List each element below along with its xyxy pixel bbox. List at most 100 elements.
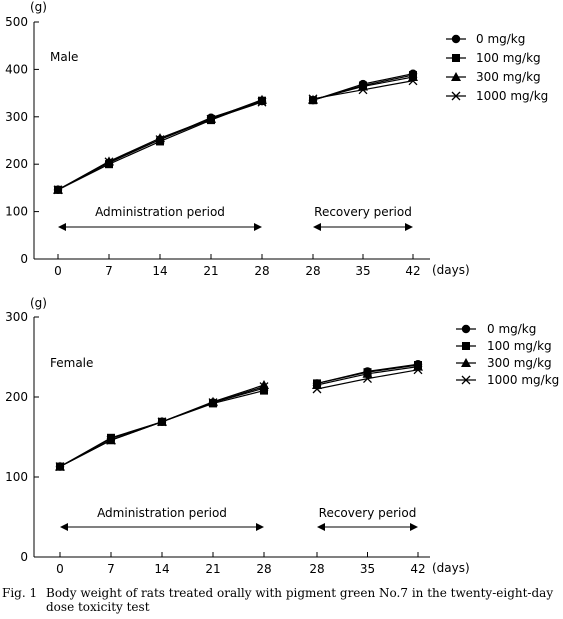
x-tick-label: 21 xyxy=(203,264,218,278)
legend-entry: 1000 mg/kg xyxy=(456,373,559,387)
legend-label: 1000 mg/kg xyxy=(487,373,559,387)
data-point xyxy=(257,94,267,104)
y-unit-label: (g) xyxy=(30,296,47,310)
data-point xyxy=(413,365,423,375)
data-point xyxy=(358,85,368,95)
y-tick-label: 200 xyxy=(5,157,28,171)
arrow-head-right xyxy=(254,223,262,231)
legend-marker xyxy=(462,342,470,350)
arrow-head-left xyxy=(58,223,66,231)
y-tick-label: 500 xyxy=(5,15,28,29)
series-x xyxy=(53,76,418,195)
figure-number: Fig. 1 xyxy=(2,586,38,600)
arrow-head-left xyxy=(313,223,321,231)
series-line-administration xyxy=(59,390,265,468)
legend-marker xyxy=(451,34,461,44)
y-unit-label: (g) xyxy=(30,0,47,14)
x-unit-label: (days) xyxy=(432,561,470,575)
series-line-administration xyxy=(59,387,265,468)
series-line-administration xyxy=(57,100,263,191)
data-point xyxy=(206,114,216,124)
y-tick-label: 0 xyxy=(20,550,28,564)
legend-marker xyxy=(451,72,461,81)
legend-label: 0 mg/kg xyxy=(476,32,525,46)
y-tick-label: 100 xyxy=(5,470,28,484)
x-tick-label: 28 xyxy=(254,264,269,278)
x-tick-label: 28 xyxy=(309,562,324,576)
x-tick-label: 42 xyxy=(405,264,420,278)
legend-label: 0 mg/kg xyxy=(487,322,536,336)
x-tick-label: 28 xyxy=(256,562,271,576)
legend-label: 100 mg/kg xyxy=(476,51,541,65)
x-tick-label: 35 xyxy=(355,264,370,278)
legend-marker xyxy=(461,358,471,367)
legend-label: 300 mg/kg xyxy=(476,70,541,84)
arrow-head-left xyxy=(60,523,68,531)
chart-panel-female: 0 100 200 300(g) 0 7 14 21 28 28 35 42 (days) Female A… xyxy=(5,296,559,576)
data-point xyxy=(408,76,418,86)
caption-line-1: Body weight of rats treated orally with … xyxy=(46,586,554,600)
legend-entry: 300 mg/kg xyxy=(446,70,541,84)
legend-entry: 100 mg/kg xyxy=(446,51,541,65)
legend-entry: 100 mg/kg xyxy=(456,339,552,353)
legend-entry: 1000 mg/kg xyxy=(446,89,548,103)
y-tick-label: 100 xyxy=(5,205,28,219)
legend-label: 300 mg/kg xyxy=(487,356,552,370)
data-point xyxy=(157,417,167,427)
legend-entry: 300 mg/kg xyxy=(456,356,552,370)
legend-marker xyxy=(452,54,460,62)
y-tick-label: 300 xyxy=(5,310,28,324)
data-point xyxy=(259,382,269,392)
data-point xyxy=(358,81,368,91)
data-point xyxy=(413,361,423,371)
y-tick-label: 0 xyxy=(20,252,28,266)
caption-line-2: dose toxicity test xyxy=(46,600,150,614)
x-tick-label: 35 xyxy=(360,562,375,576)
data-point xyxy=(260,386,268,395)
panel-label: Female xyxy=(50,356,93,370)
series-x xyxy=(55,365,423,472)
data-point xyxy=(155,135,165,145)
x-tick-label: 42 xyxy=(410,562,425,576)
series-line-administration xyxy=(57,101,263,191)
x-tick-label: 28 xyxy=(305,264,320,278)
x-tick-label: 14 xyxy=(154,562,169,576)
chart-panel-male: 0 100 200 300 400 500(g) 0 7 14 21 28 28 35 42 (days) M… xyxy=(5,0,548,278)
x-tick-label: 21 xyxy=(205,562,220,576)
data-point xyxy=(104,157,114,167)
data-point xyxy=(155,133,165,143)
arrow-head-left xyxy=(317,523,325,531)
figure-caption: Fig. 1 Body weight of rats treated orally… xyxy=(2,586,562,614)
legend-label: 1000 mg/kg xyxy=(476,89,548,103)
data-point xyxy=(363,374,372,384)
data-point xyxy=(55,462,65,472)
legend-entry: 0 mg/kg xyxy=(456,322,536,336)
arrow-head-right xyxy=(256,523,264,531)
data-point xyxy=(259,380,269,389)
legend-label: 100 mg/kg xyxy=(487,339,552,353)
arrow-head-right xyxy=(410,523,418,531)
x-tick-label: 0 xyxy=(54,264,62,278)
data-point xyxy=(106,435,116,445)
data-point xyxy=(308,94,318,104)
data-point xyxy=(312,384,322,394)
y-tick-label: 300 xyxy=(5,110,28,124)
x-tick-label: 7 xyxy=(105,264,113,278)
data-point xyxy=(208,398,218,408)
arrow-head-right xyxy=(405,223,413,231)
x-tick-label: 7 xyxy=(107,562,115,576)
y-tick-label: 400 xyxy=(5,62,28,76)
legend-marker xyxy=(461,375,471,385)
period-label: Recovery period xyxy=(314,205,412,219)
period-label: Recovery period xyxy=(319,506,417,520)
panel-label: Male xyxy=(50,50,78,64)
period-label: Administration period xyxy=(97,506,227,520)
legend-marker xyxy=(451,91,461,101)
legend-marker xyxy=(461,324,471,334)
period-label: Administration period xyxy=(95,205,225,219)
y-tick-label: 200 xyxy=(5,390,28,404)
data-point xyxy=(53,185,63,195)
x-tick-label: 0 xyxy=(56,562,64,576)
x-unit-label: (days) xyxy=(432,263,470,277)
